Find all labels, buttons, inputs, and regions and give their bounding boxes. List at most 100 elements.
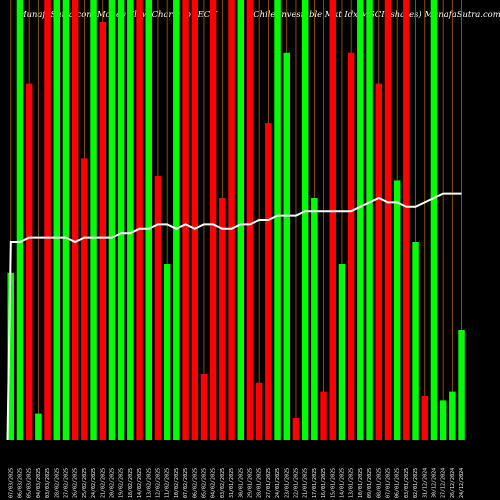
x-tick-label: 13/01/2025: [349, 468, 355, 498]
money-flow-bar: [237, 0, 244, 440]
x-tick-label: 04/02/2025: [211, 468, 217, 498]
money-flow-bar: [375, 83, 382, 440]
x-tick-label: 07/02/2025: [183, 468, 189, 498]
x-tick-label: 22/01/2025: [293, 468, 299, 498]
x-tick-label: 07/03/2025: [8, 468, 14, 498]
money-flow-bar: [44, 0, 51, 440]
money-flow-bar: [357, 0, 364, 440]
money-flow-bar: [439, 400, 447, 440]
money-flow-bar: [430, 0, 438, 440]
x-tick-label: 21/02/2025: [100, 468, 106, 498]
money-flow-bar: [228, 0, 235, 440]
x-tick-label: 31/12/2024: [422, 468, 428, 498]
money-flow-bar: [154, 176, 162, 440]
x-tick-label: 07/01/2025: [385, 468, 391, 498]
money-flow-bar: [458, 330, 465, 440]
x-tick-label: 30/12/2024: [431, 468, 437, 498]
x-tick-label: 14/01/2025: [339, 468, 345, 498]
money-flow-bar: [384, 0, 392, 440]
money-flow-bar: [246, 0, 254, 440]
money-flow-bar: [301, 0, 309, 440]
x-tick-label: 05/02/2025: [201, 468, 207, 498]
money-flow-bar: [53, 0, 60, 440]
money-flow-bar: [7, 272, 14, 440]
x-tick-label: 27/01/2025: [266, 468, 272, 498]
money-flow-bar: [421, 396, 428, 440]
money-flow-bar: [219, 198, 226, 440]
x-tick-label: 27/12/2024: [441, 468, 447, 498]
x-tick-label: 21/01/2025: [303, 468, 309, 498]
x-tick-label: 19/02/2025: [119, 468, 125, 498]
x-tick-label: 06/03/2025: [17, 468, 23, 498]
money-flow-bar: [25, 83, 33, 440]
money-flow-bar: [16, 0, 24, 440]
x-tick-label: 14/02/2025: [137, 468, 143, 498]
x-tick-label: 08/01/2025: [376, 468, 382, 498]
money-flow-bar: [347, 52, 355, 441]
x-tick-label: 10/02/2025: [174, 468, 180, 498]
x-tick-label: 31/01/2025: [229, 468, 235, 498]
x-tick-label: 06/02/2025: [192, 468, 198, 498]
money-flow-bar: [127, 0, 134, 440]
x-tick-label: 20/02/2025: [109, 468, 115, 498]
money-flow-bar: [274, 0, 281, 440]
money-flow-bar: [255, 382, 263, 440]
x-tick-label: 03/01/2025: [404, 468, 410, 498]
money-flow-bar: [393, 180, 401, 440]
bar-layer: [7, 0, 465, 441]
money-flow-bar: [338, 264, 346, 440]
x-tick-label: 27/02/2025: [63, 468, 69, 498]
money-flow-line: [6, 192, 462, 441]
x-tick-label: 29/01/2025: [247, 468, 253, 498]
x-tick-label: 26/02/2025: [73, 468, 79, 498]
chart-subtitle: (Chile Investable Mkt Idx MSCI Ishares) …: [250, 9, 500, 19]
money-flow-bar: [71, 0, 79, 440]
x-tick-label: 02/01/2025: [413, 468, 419, 498]
x-tick-label: 25/02/2025: [82, 468, 88, 498]
x-tick-label: 06/01/2025: [395, 468, 401, 498]
x-tick-label: 04/03/2025: [36, 468, 42, 498]
x-tick-label: 12/02/2025: [155, 468, 161, 498]
money-flow-bar: [136, 0, 143, 440]
x-tick-label: 23/01/2025: [284, 468, 290, 498]
money-flow-bar: [163, 264, 171, 440]
money-flow-bar: [449, 391, 456, 440]
money-flow-bar: [117, 0, 125, 440]
x-tick-label: 24/12/2024: [459, 468, 465, 498]
money-flow-bar: [191, 0, 198, 440]
x-tick-label: 30/01/2025: [238, 468, 244, 498]
x-tick-label: 28/01/2025: [257, 468, 263, 498]
x-tick-label: 03/03/2025: [45, 468, 51, 498]
money-flow-bar: [81, 158, 88, 440]
money-flow-bar: [265, 123, 272, 440]
money-flow-bar: [311, 198, 318, 440]
x-tick-label: 11/02/2025: [165, 468, 171, 498]
money-flow-bar: [173, 0, 180, 440]
money-flow-bar: [108, 0, 116, 440]
line-layer: [6, 192, 462, 441]
x-tick-label: 09/01/2025: [367, 468, 373, 498]
money-flow-bar: [329, 0, 336, 440]
x-tick-label: 26/12/2024: [450, 468, 456, 498]
x-tick-label: 24/01/2025: [275, 468, 281, 498]
money-flow-bar: [209, 0, 217, 440]
money-flow-bar: [62, 0, 70, 440]
chart-title: MunafaSutra.com Money Flow Charts for EC…: [18, 9, 218, 19]
x-tick-label: 17/01/2025: [312, 468, 318, 498]
x-tick-label: 10/01/2025: [358, 468, 364, 498]
x-tick-label: 24/02/2025: [91, 468, 97, 498]
money-flow-bar: [99, 22, 106, 440]
money-flow-bar: [403, 0, 410, 440]
x-tick-label: 15/01/2025: [330, 468, 336, 498]
x-tick-label: 13/02/2025: [146, 468, 152, 498]
money-flow-bar: [320, 391, 327, 440]
money-flow-bar: [292, 418, 300, 440]
money-flow-bar: [200, 374, 208, 440]
money-flow-bar: [283, 52, 290, 441]
x-tick-label: 05/03/2025: [27, 468, 33, 498]
money-flow-bar: [366, 0, 373, 440]
money-flow-bar: [412, 242, 419, 440]
x-tick-label: 16/01/2025: [321, 468, 327, 498]
money-flow-bar: [35, 413, 42, 440]
